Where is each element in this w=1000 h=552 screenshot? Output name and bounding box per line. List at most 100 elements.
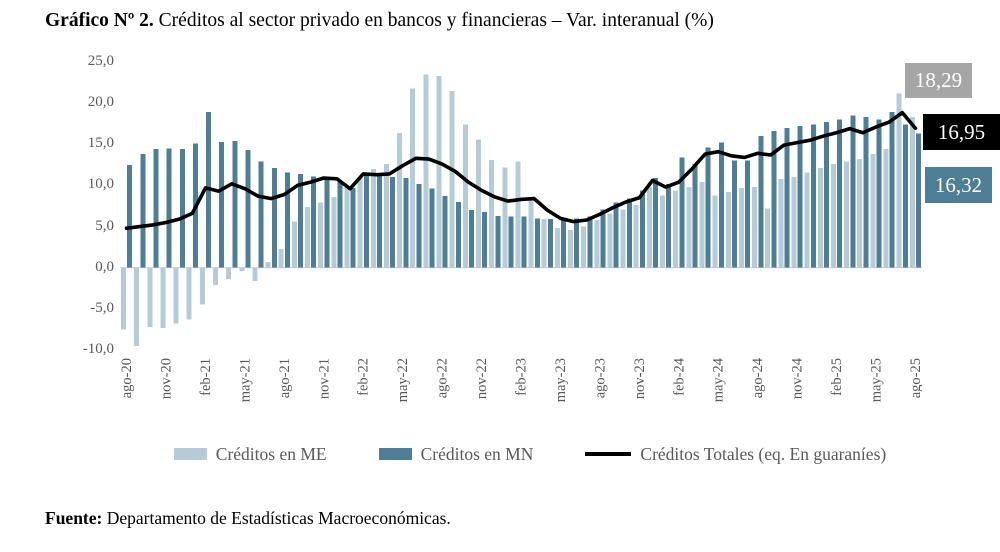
- x-tick-ago-25: ago-25: [908, 358, 922, 398]
- x-tick-feb-24: feb-24: [671, 357, 687, 396]
- y-tick--5,0: -5,0: [90, 299, 114, 316]
- bar-oct-23: [620, 209, 626, 268]
- bar-ene-24: [660, 195, 666, 268]
- source-note: Fuente: Departamento de Estadísticas Mac…: [45, 508, 451, 529]
- bar-dic-23: [653, 178, 659, 268]
- bar-feb-25: [837, 119, 843, 268]
- bar-mar-25: [850, 115, 856, 268]
- bar-ago-24: [752, 187, 758, 268]
- bar-nov-23: [633, 205, 639, 268]
- bar-ene-22: [344, 187, 350, 268]
- bar-feb-21: [199, 267, 205, 305]
- bar-may-21: [245, 150, 251, 268]
- end-label-creditos-totales: 16,95: [923, 114, 1000, 150]
- x-tick-ago-20: ago-20: [120, 358, 135, 398]
- bar-jun-21: [252, 267, 258, 281]
- y-tick-5,0: 5,0: [95, 217, 114, 234]
- bar-feb-25: [830, 164, 836, 268]
- bar-jun-25: [883, 149, 889, 268]
- bar-jul-23: [581, 226, 587, 268]
- bar-dic-22: [489, 159, 495, 268]
- bar-sep-22: [449, 90, 455, 268]
- bar-oct-24: [778, 178, 784, 268]
- bar-mar-24: [686, 187, 692, 268]
- bar-abr-25: [863, 117, 869, 268]
- bar-jun-21: [258, 161, 264, 268]
- x-tick-may-25: may-25: [868, 358, 884, 402]
- bar-nov-22: [482, 211, 488, 268]
- bar-jul-24: [738, 187, 744, 268]
- bar-ago-20: [127, 164, 133, 268]
- bar-ene-25: [823, 122, 829, 268]
- x-tick-ago-23: ago-23: [592, 358, 608, 398]
- creditos-totales-line-icon: [585, 452, 632, 456]
- bar-dic-21: [337, 181, 343, 268]
- legend-label-creditos-mn: Créditos en MN: [420, 443, 534, 464]
- end-label-creditos-me-value: 18,29: [914, 68, 963, 92]
- bar-nov-24: [797, 126, 803, 268]
- y-tick-15,0: 15,0: [87, 135, 114, 152]
- bar-abr-22: [390, 177, 396, 268]
- bar-jun-22: [416, 183, 422, 268]
- bar-may-21: [239, 267, 245, 271]
- x-tick-may-23: may-23: [553, 358, 569, 402]
- legend-item-creditos-totales: Créditos Totales (eq. En guaraníes): [585, 444, 886, 465]
- x-tick-ago-21: ago-21: [277, 358, 293, 398]
- series-creditos-me: [120, 74, 915, 346]
- bar-abr-24: [699, 182, 705, 268]
- y-tick-10,0: 10,0: [87, 176, 114, 193]
- bar-ago-24: [758, 136, 764, 268]
- bar-ago-25: [909, 117, 915, 268]
- bar-jun-22: [410, 88, 416, 268]
- bar-ago-23: [594, 219, 600, 268]
- bar-ago-21: [284, 172, 290, 268]
- creditos-me-swatch-icon: [173, 448, 207, 460]
- bar-dic-24: [804, 172, 810, 268]
- bar-jun-24: [725, 192, 731, 268]
- x-tick-may-21: may-21: [237, 358, 253, 402]
- bar-nov-23: [639, 190, 645, 268]
- x-tick-feb-22: feb-22: [356, 358, 372, 396]
- bar-nov-21: [324, 177, 330, 268]
- bar-ene-24: [666, 183, 672, 268]
- bar-ene-21: [186, 267, 192, 320]
- bar-may-23: [554, 228, 560, 268]
- bar-nov-22: [475, 139, 481, 268]
- x-tick-nov-24: nov-24: [790, 357, 806, 399]
- bar-oct-20: [147, 267, 153, 327]
- bar-dic-21: [331, 196, 337, 268]
- bar-abr-21: [232, 140, 238, 268]
- bar-oct-23: [626, 198, 632, 268]
- bar-ago-22: [436, 75, 442, 268]
- bar-abr-23: [547, 219, 553, 268]
- bar-feb-22: [363, 172, 369, 268]
- y-tick-20,0: 20,0: [87, 94, 114, 111]
- bar-sep-23: [607, 213, 613, 268]
- bar-abr-22: [383, 164, 389, 268]
- x-tick-may-24: may-24: [711, 357, 727, 402]
- bar-nov-20: [160, 267, 166, 328]
- bar-sep-22: [455, 201, 461, 268]
- line-creditos-totales: [124, 110, 918, 231]
- bar-sep-21: [291, 221, 297, 268]
- x-tick-nov-21: nov-21: [316, 358, 332, 399]
- bar-ene-23: [508, 216, 514, 268]
- bar-sep-20: [140, 154, 146, 268]
- bar-jun-23: [574, 218, 580, 268]
- bar-mar-22: [376, 175, 382, 268]
- bar-jun-23: [567, 229, 573, 268]
- bar-feb-24: [679, 157, 685, 268]
- bar-abr-21: [226, 267, 232, 280]
- bar-jun-24: [731, 160, 737, 268]
- bar-may-22: [403, 178, 409, 268]
- bar-may-22: [397, 132, 403, 268]
- bar-sep-24: [771, 131, 777, 268]
- bar-oct-22: [469, 210, 475, 268]
- bar-oct-21: [305, 206, 311, 268]
- chart-legend: Créditos en ME Créditos en MN Créditos T…: [100, 440, 960, 468]
- bar-feb-23: [515, 161, 521, 268]
- x-tick-ago-22: ago-22: [435, 358, 451, 398]
- bar-oct-22: [462, 124, 468, 268]
- bar-may-25: [876, 119, 882, 268]
- bar-ene-23: [502, 167, 508, 268]
